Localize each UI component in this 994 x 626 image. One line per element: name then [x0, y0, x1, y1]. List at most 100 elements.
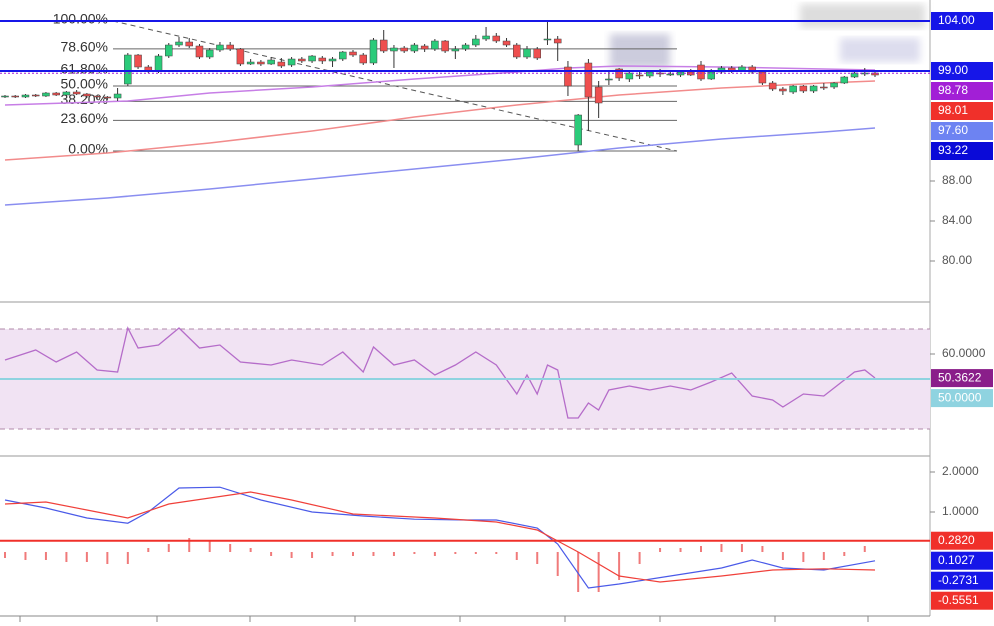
candle-body [482, 35, 490, 40]
histogram-bar [311, 552, 314, 558]
y-tick-label: 88.00 [942, 173, 972, 187]
candle-body [62, 91, 71, 96]
histogram-bar [761, 546, 764, 552]
candle-body [287, 58, 296, 66]
candle-body [666, 73, 675, 76]
price-box-label: 50.3622 [938, 370, 982, 384]
candle-body [1, 95, 9, 98]
price-box-label: 93.22 [938, 143, 968, 157]
candle-body [185, 41, 193, 47]
macd-line [4, 491, 876, 583]
histogram-bar [147, 548, 150, 552]
histogram-bar [290, 552, 293, 558]
price-box [931, 82, 993, 100]
candle-body [543, 38, 552, 41]
histogram-bar [249, 548, 252, 552]
candle-body [226, 44, 234, 50]
candle-body [113, 93, 122, 99]
price-box-label: -0.2731 [938, 573, 979, 587]
candle-body [42, 92, 50, 97]
moving-average [4, 127, 876, 206]
histogram-bar [413, 552, 416, 554]
histogram-bar [270, 552, 273, 556]
price-box [931, 591, 993, 610]
time-ticks [19, 616, 869, 622]
histogram-bar [229, 544, 232, 552]
candle-body [154, 55, 163, 72]
histogram-bar [597, 552, 600, 592]
rsi-line [4, 326, 876, 419]
candle-body [52, 92, 60, 96]
price-box-label: 99.00 [938, 63, 968, 77]
candle-body [605, 78, 613, 81]
histogram-bar [781, 552, 784, 560]
candle-body [175, 41, 183, 46]
candle-body [31, 94, 40, 97]
candle-body [400, 47, 408, 52]
price-box [931, 142, 993, 160]
candle-body [298, 58, 306, 62]
candle-body [72, 91, 81, 95]
histogram-bar [822, 552, 825, 560]
histogram-bar [454, 552, 457, 554]
price-box [931, 62, 993, 80]
candle-body [236, 48, 245, 65]
price-box-label: 50.0000 [938, 390, 982, 404]
candle-body [257, 61, 265, 65]
histogram-bar [352, 552, 354, 556]
fib-label: 23.60% [61, 110, 108, 126]
candle-body [564, 66, 572, 87]
candle-body [574, 114, 582, 146]
y-tick-label: 1.0000 [942, 504, 979, 518]
candle-body [594, 86, 603, 104]
candle-body [205, 49, 214, 58]
histogram-bar [106, 552, 109, 564]
candle-body [451, 48, 460, 52]
candle-body [615, 68, 623, 79]
histogram-bar [44, 552, 47, 560]
candle-body [410, 44, 419, 52]
candle-body [124, 54, 132, 85]
histogram-bar [802, 552, 805, 562]
candle-body [165, 44, 173, 57]
price-box [931, 531, 993, 550]
candle-body [431, 40, 439, 50]
price-box [931, 12, 993, 30]
candle-body [513, 44, 521, 58]
y-tick-label: 2.0000 [942, 464, 979, 478]
price-box-label: 0.1027 [938, 553, 975, 567]
fib-label: 100.00% [53, 11, 108, 27]
candle-body [492, 35, 501, 42]
histogram-bar [679, 548, 682, 552]
candle-body [584, 62, 593, 98]
candle-body [103, 96, 112, 99]
y-tick-label: 84.00 [942, 213, 972, 227]
histogram-bar [638, 552, 641, 564]
price-box-label: 97.60 [938, 123, 968, 137]
candle-body [472, 38, 480, 46]
candle-body [820, 86, 828, 89]
price-box-label: 98.78 [938, 83, 968, 97]
candle-body [850, 72, 859, 78]
candle-body [461, 44, 470, 50]
histogram-bar [577, 552, 580, 592]
price-box-label: 104.00 [938, 13, 975, 27]
candle-body [523, 48, 531, 58]
histogram-bar [720, 544, 723, 552]
candle-body [308, 55, 316, 62]
candle-body [339, 51, 347, 60]
histogram-bar [863, 546, 866, 552]
fib-label: 78.60% [61, 39, 108, 55]
blurred-overlay [800, 4, 925, 28]
candle-body [216, 44, 224, 51]
histogram-bar [392, 552, 395, 556]
candle-body [267, 59, 275, 65]
candle-body [635, 74, 644, 77]
histogram-bar [495, 552, 498, 554]
candle-body [318, 57, 327, 62]
candle-body [93, 95, 101, 98]
y-tick-label: 60.0000 [942, 346, 986, 360]
y-tick-label: 80.00 [942, 253, 972, 267]
candle-body [553, 38, 562, 44]
candle-body [646, 71, 654, 77]
